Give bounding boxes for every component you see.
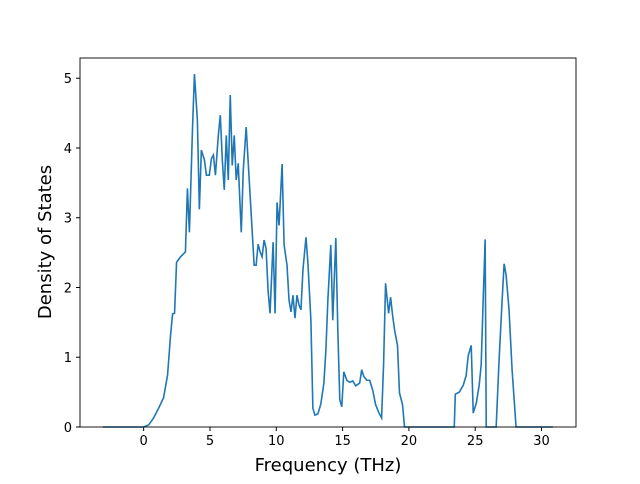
x-tick-label: 15: [334, 434, 351, 449]
y-axis-label: Density of States: [35, 165, 56, 319]
y-tick-label: 1: [64, 351, 72, 366]
x-tick-label: 25: [467, 434, 484, 449]
x-tick-label: 10: [268, 434, 285, 449]
x-tick-label: 20: [401, 434, 418, 449]
data-line: [102, 73, 553, 428]
y-tick-label: 2: [64, 281, 72, 296]
y-tick-label: 4: [64, 142, 72, 157]
y-tick-label: 0: [64, 421, 72, 436]
x-tick-label: 0: [140, 434, 148, 449]
plot-frame: [79, 57, 577, 428]
x-axis-label: Frequency (THz): [255, 455, 402, 476]
y-tick-label: 3: [64, 212, 72, 227]
x-tick-label: 5: [206, 434, 214, 449]
y-tick-label: 5: [64, 72, 72, 87]
x-tick-label: 30: [533, 434, 550, 449]
